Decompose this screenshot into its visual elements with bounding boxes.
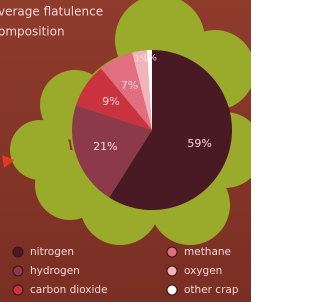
- legend-label: oxygen: [184, 265, 222, 277]
- slice-label: 59%: [187, 137, 211, 150]
- legend-swatch: [167, 247, 177, 257]
- slice-label: 9%: [102, 95, 119, 108]
- legend-label: methane: [184, 246, 231, 258]
- slice-label: 21%: [93, 140, 117, 153]
- legend-label: hydrogen: [30, 265, 80, 277]
- chart: verage flatulence omposition 59%21%9%7%3…: [0, 0, 251, 302]
- slice-label: 1%: [143, 54, 158, 64]
- legend-swatch: [13, 266, 23, 276]
- legend-swatch: [13, 247, 23, 257]
- page: verage flatulence omposition 59%21%9%7%3…: [0, 0, 251, 302]
- legend-swatch: [167, 266, 177, 276]
- chart-title: omposition: [0, 25, 65, 39]
- legend-label: nitrogen: [30, 246, 74, 258]
- legend-swatch: [13, 285, 23, 295]
- legend-label: carbon dioxide: [30, 284, 108, 296]
- slice-label: 7%: [121, 79, 138, 92]
- chart-title: verage flatulence: [0, 5, 103, 19]
- legend-swatch: [167, 285, 177, 295]
- legend-label: other crap: [184, 284, 239, 296]
